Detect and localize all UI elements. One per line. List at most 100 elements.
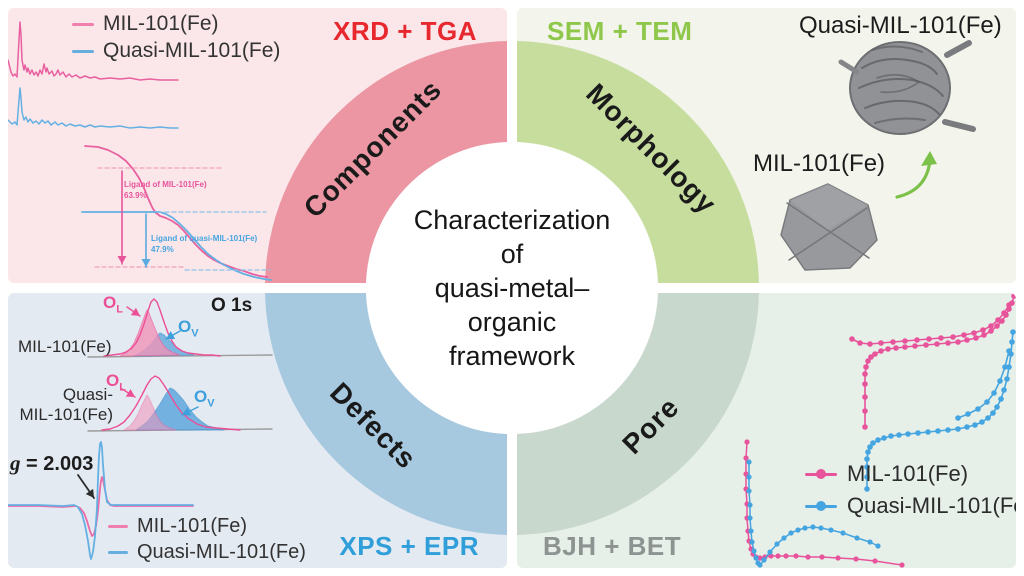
data-point-marker	[757, 562, 763, 568]
data-point-marker	[849, 336, 855, 342]
data-point-marker	[997, 378, 1003, 384]
epr-legend: MIL-101(Fe) Quasi-MIL-101(Fe)	[108, 515, 306, 564]
data-point-marker	[868, 354, 874, 360]
data-point-marker	[998, 396, 1004, 402]
marker-dot	[816, 501, 826, 511]
data-point-marker	[767, 549, 773, 555]
data-point-marker	[840, 530, 846, 536]
components-arc	[265, 41, 507, 283]
data-point-marker	[994, 323, 1000, 329]
data-point-marker	[881, 435, 887, 441]
data-point-marker	[885, 346, 891, 352]
figure-shape	[8, 87, 179, 129]
xps-sample2-label: Quasi- MIL-101(Fe)	[13, 385, 113, 425]
data-point-marker	[1009, 339, 1015, 345]
data-point-marker	[781, 535, 787, 541]
data-point-marker	[864, 464, 870, 470]
data-point-marker	[1006, 364, 1012, 370]
arrowhead	[130, 307, 140, 316]
data-point-marker	[774, 541, 780, 547]
xps-epr-title: XPS + EPR	[339, 531, 479, 561]
data-point-marker	[893, 345, 899, 351]
figure-shape	[944, 40, 972, 58]
data-point-marker	[984, 399, 990, 405]
data-point-marker	[878, 340, 884, 346]
morphology-figure	[517, 40, 976, 283]
data-point-marker	[865, 449, 871, 455]
figure-shape	[8, 441, 194, 560]
mil-particle-label: MIL-101(Fe)	[753, 150, 886, 177]
data-point-marker	[961, 332, 967, 338]
legend-item: Quasi-MIL-101(Fe)	[805, 493, 1016, 519]
data-point-marker	[985, 415, 991, 421]
data-point-marker	[863, 364, 869, 370]
data-point-marker	[748, 528, 754, 534]
data-point-marker	[973, 335, 979, 341]
data-point-marker	[935, 428, 941, 434]
data-point-marker	[902, 344, 908, 350]
data-point-marker	[835, 555, 841, 561]
g-value: = 2.003	[20, 453, 94, 475]
tga-pct1-annotation: 63.9%	[124, 191, 147, 200]
data-point-marker	[981, 332, 987, 338]
data-point-marker	[991, 390, 997, 396]
data-point-marker	[938, 335, 944, 341]
figure-shape	[942, 119, 976, 132]
quasi-line-swatch	[72, 49, 94, 53]
center-title-line: framework	[448, 341, 576, 371]
data-point-marker	[746, 459, 752, 465]
figure-shape	[790, 184, 868, 230]
arrowhead	[182, 407, 192, 416]
ov-peak-label-1: OV	[178, 317, 199, 339]
data-point-marker	[988, 328, 994, 334]
data-point-marker	[902, 338, 908, 344]
figure-shape	[895, 158, 932, 199]
mil-marker-swatch	[805, 468, 837, 480]
center-title-line: Characterization	[413, 205, 611, 235]
legend-label: MIL-101(Fe)	[137, 515, 248, 537]
bjh-bet-title: BJH + BET	[543, 531, 682, 561]
data-point-marker	[853, 556, 859, 562]
data-point-marker	[955, 426, 961, 432]
legend-label: MIL-101(Fe)	[103, 12, 219, 35]
legend-label: MIL-101(Fe)	[847, 461, 969, 486]
data-point-marker	[862, 371, 868, 377]
quasi-marker-swatch	[805, 500, 837, 512]
data-point-marker	[926, 336, 932, 342]
tga-pct2-annotation: 47.9%	[151, 245, 174, 254]
legend-item: Quasi-MIL-101(Fe)	[108, 541, 306, 564]
sample2-line1: Quasi-	[62, 385, 113, 404]
data-point-marker	[905, 431, 911, 437]
arrowhead	[141, 259, 151, 267]
ov-peak-label-2: OV	[194, 387, 215, 409]
data-point-marker	[746, 488, 752, 494]
legend-item: MIL-101(Fe)	[72, 12, 280, 36]
data-point-marker	[768, 553, 774, 559]
data-point-marker	[975, 406, 981, 412]
arrowhead	[85, 488, 94, 498]
data-point-marker	[950, 334, 956, 340]
data-point-marker	[867, 539, 873, 545]
sample2-line2: MIL-101(Fe)	[19, 405, 113, 424]
center-circle: Characterization of quasi-metal– organic…	[366, 142, 658, 434]
legend-item: MIL-101(Fe)	[805, 461, 1016, 487]
data-point-marker	[818, 525, 824, 531]
ol-subscript: L	[119, 381, 126, 394]
figure-shape	[871, 45, 923, 53]
data-point-marker	[945, 427, 951, 433]
data-point-marker	[1006, 302, 1012, 308]
data-point-marker	[857, 340, 863, 346]
data-point-marker	[744, 439, 750, 445]
mil-line-swatch	[72, 22, 94, 26]
data-point-marker	[923, 342, 929, 348]
data-point-marker	[955, 339, 961, 345]
data-point-marker	[890, 339, 896, 345]
arrowhead	[166, 331, 176, 339]
figure-shape	[101, 375, 241, 431]
ol-subscript: L	[116, 303, 123, 316]
data-point-marker	[980, 327, 986, 333]
data-point-marker	[810, 524, 816, 530]
data-point-marker	[915, 430, 921, 436]
data-point-marker	[990, 410, 996, 416]
data-point-marker	[862, 394, 868, 400]
